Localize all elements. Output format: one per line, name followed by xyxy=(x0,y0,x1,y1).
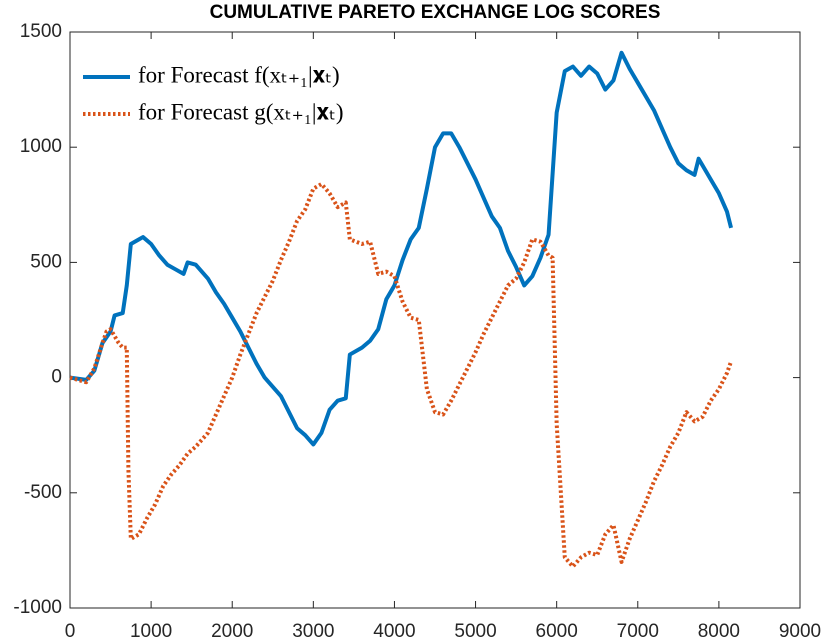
y-tick-label: 1500 xyxy=(20,21,62,42)
x-tick-label: 9000 xyxy=(779,621,821,642)
legend-label: for Forecast g(xₜ₊₁|𝐱ₜ) xyxy=(138,99,344,124)
plot-frame xyxy=(69,31,801,609)
x-tick-label: 1000 xyxy=(130,621,172,642)
series-line xyxy=(69,50,733,447)
x-tick-label: 2000 xyxy=(211,621,253,642)
x-tick-label: 7000 xyxy=(617,621,659,642)
y-tick-label: 500 xyxy=(30,251,62,272)
x-tick-label: 8000 xyxy=(698,621,740,642)
chart-title: CUMULATIVE PARETO EXCHANGE LOG SCORES xyxy=(210,2,661,23)
y-tick-label: -1000 xyxy=(13,597,62,618)
legend-label: for Forecast f(xₜ₊₁|𝐱ₜ) xyxy=(138,62,340,87)
x-tick-label: 6000 xyxy=(536,621,578,642)
x-tick-label: 3000 xyxy=(292,621,334,642)
x-tick-label: 5000 xyxy=(454,621,496,642)
x-tick-label: 4000 xyxy=(373,621,415,642)
y-tick-label: -500 xyxy=(24,482,62,503)
x-tick-label: 0 xyxy=(65,621,76,642)
y-tick-label: 1000 xyxy=(20,136,62,157)
y-tick-label: 0 xyxy=(51,367,62,388)
